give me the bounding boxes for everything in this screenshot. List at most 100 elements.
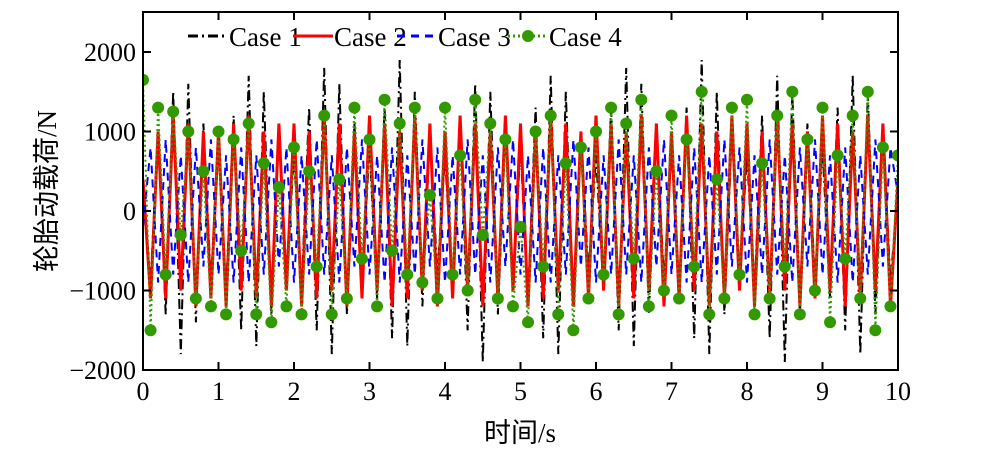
data-point [333,173,346,186]
data-point [710,173,723,186]
data-point [454,149,467,162]
data-point [212,125,225,138]
data-point [295,308,308,321]
data-point [544,109,557,122]
x-tick-label: 2 [288,377,301,406]
data-point [340,292,353,305]
data-point [416,276,429,289]
data-point [627,252,640,265]
x-tick-labels: 0 1 2 3 4 5 6 7 8 9 10 [137,377,912,406]
legend-label: Case 2 [334,22,407,52]
data-point [152,101,165,114]
data-point [378,93,391,106]
y-tick-label: 1000 [84,118,136,147]
data-point [846,109,859,122]
data-point [182,125,195,138]
legend-label: Case 1 [229,22,302,52]
data-point [861,85,874,98]
data-point [635,93,648,106]
data-point [582,292,595,305]
data-point [325,308,338,321]
data-point [431,292,444,305]
data-point [854,292,867,305]
data-point [884,300,897,313]
data-point [620,117,633,130]
data-point [892,149,898,162]
data-point [778,260,791,273]
y-tick-label: −1000 [69,277,136,306]
data-point [824,316,837,329]
x-tick-label: 8 [741,377,754,406]
y-axis-label: 轮胎动载荷/N [32,110,62,272]
data-point [461,284,474,297]
data-point [318,109,331,122]
x-tick-label: 1 [212,377,225,406]
data-point [167,105,180,118]
x-tick-label: 7 [665,377,678,406]
legend-item-3: Case 3 [397,22,511,52]
legend-item-1: Case 1 [188,22,302,52]
x-tick-label: 5 [514,377,527,406]
data-point [650,165,663,178]
data-point [793,308,806,321]
data-point [257,157,270,170]
x-tick-label: 4 [439,377,452,406]
data-point [250,308,263,321]
data-point [537,260,550,273]
series-2 [143,115,898,307]
series-line-2 [143,115,898,307]
data-point [401,268,414,281]
data-point [680,133,693,146]
data-point [839,252,852,265]
data-point [786,85,799,98]
data-point [235,244,248,257]
data-point [831,149,844,162]
legend-item-4: Case 4 [508,22,622,52]
data-point [725,101,738,114]
data-point [484,117,497,130]
data-point [801,133,814,146]
series-layer [143,59,898,363]
data-point [204,300,217,313]
data-point [665,109,678,122]
data-point [499,133,512,146]
data-point [303,165,316,178]
data-point [514,220,527,233]
data-point [688,260,701,273]
data-point [197,165,210,178]
legend-label: Case 3 [438,22,511,52]
legend-item-2: Case 2 [293,22,407,52]
x-tick-label: 3 [363,377,376,406]
data-point [763,292,776,305]
data-point [393,117,406,130]
ticks [142,12,899,371]
data-point [673,292,686,305]
series-line-3 [143,139,898,283]
data-point [355,252,368,265]
x-tick-label: 0 [137,377,150,406]
data-point [574,141,587,154]
data-point [612,308,625,321]
data-point [808,284,821,297]
data-point [371,300,384,313]
data-point [657,284,670,297]
data-point [597,268,610,281]
x-tick-label: 6 [590,377,603,406]
data-point [718,292,731,305]
legend-marker [522,30,534,42]
series-4 [143,73,898,337]
data-point [159,268,172,281]
data-point [522,316,535,329]
data-point [265,316,278,329]
data-point [552,308,565,321]
x-tick-label: 9 [816,377,829,406]
data-point [189,292,202,305]
data-point [242,117,255,130]
series-3 [143,139,898,283]
data-point [439,101,451,114]
data-point [363,133,376,146]
data-point [559,157,572,170]
data-point [748,308,761,321]
data-point [605,101,618,114]
